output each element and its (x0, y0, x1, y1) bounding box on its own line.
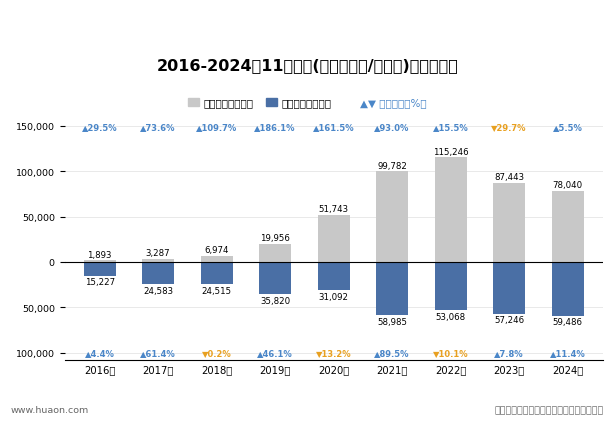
Text: ▲11.4%: ▲11.4% (550, 348, 585, 357)
Bar (435, 158, 467, 262)
Text: ▲15.5%: ▲15.5% (433, 123, 469, 132)
Text: 99,782: 99,782 (377, 161, 407, 170)
Text: ▲7.8%: ▲7.8% (494, 348, 524, 357)
Bar (493, 183, 525, 262)
Text: 1,893: 1,893 (87, 250, 112, 259)
Text: ▲5.5%: ▲5.5% (553, 123, 582, 132)
Text: ▲4.4%: ▲4.4% (85, 348, 114, 357)
Text: ▲89.5%: ▲89.5% (375, 348, 410, 357)
Bar (317, 262, 350, 291)
Text: 数据来源：中国海关、华经产业研究院整理: 数据来源：中国海关、华经产业研究院整理 (494, 405, 604, 414)
Text: ▼29.7%: ▼29.7% (491, 123, 527, 132)
Bar (376, 172, 408, 262)
Bar (142, 262, 174, 285)
Bar (552, 262, 584, 316)
Text: ▼13.2%: ▼13.2% (316, 348, 351, 357)
Text: 3,287: 3,287 (146, 249, 170, 258)
Text: 19,956: 19,956 (260, 233, 290, 242)
Text: ▲109.7%: ▲109.7% (196, 123, 237, 132)
Bar (552, 192, 584, 262)
Bar (200, 262, 232, 285)
Text: ▲186.1%: ▲186.1% (255, 123, 296, 132)
Text: ▲46.1%: ▲46.1% (257, 348, 293, 357)
Text: 24,583: 24,583 (143, 286, 173, 295)
Text: ▼0.2%: ▼0.2% (202, 348, 231, 357)
Bar (259, 244, 292, 262)
Text: www.huaon.com: www.huaon.com (11, 405, 89, 414)
Text: 2016-2024年11月平潭(境内目的地/货源地)进、出口额: 2016-2024年11月平潭(境内目的地/货源地)进、出口额 (157, 58, 458, 72)
Text: 35,820: 35,820 (260, 296, 290, 305)
Bar (84, 261, 116, 262)
Text: 53,068: 53,068 (435, 312, 466, 321)
Text: ▲73.6%: ▲73.6% (140, 123, 176, 132)
Bar (317, 216, 350, 262)
Text: 87,443: 87,443 (494, 173, 524, 181)
Bar (259, 262, 292, 295)
Text: 58,985: 58,985 (377, 317, 407, 326)
Text: 华经情报网: 华经情报网 (11, 15, 46, 28)
Text: 57,246: 57,246 (494, 316, 524, 325)
Text: 78,040: 78,040 (552, 181, 582, 190)
Bar (142, 259, 174, 262)
Text: 115,246: 115,246 (433, 147, 469, 156)
Text: ▲61.4%: ▲61.4% (140, 348, 176, 357)
Text: 专业严谨 ● 客观科学: 专业严谨 ● 客观科学 (538, 17, 604, 26)
Text: 59,486: 59,486 (553, 318, 582, 327)
Bar (84, 262, 116, 276)
Text: ▲93.0%: ▲93.0% (375, 123, 410, 132)
Text: ▼10.1%: ▼10.1% (433, 348, 469, 357)
Bar (376, 262, 408, 316)
Bar (435, 262, 467, 310)
Bar (493, 262, 525, 314)
Text: 15,227: 15,227 (85, 278, 115, 287)
Text: ▲29.5%: ▲29.5% (82, 123, 117, 132)
Bar (200, 256, 232, 262)
Legend: 出口额（万美元）, 进口额（万美元）, ▲▼ 同比增长（%）: 出口额（万美元）, 进口额（万美元）, ▲▼ 同比增长（%） (184, 94, 431, 112)
Text: 31,092: 31,092 (319, 292, 349, 301)
Text: 24,515: 24,515 (202, 286, 232, 295)
Text: 6,974: 6,974 (204, 245, 229, 254)
Text: 51,743: 51,743 (319, 205, 349, 214)
Text: ▲161.5%: ▲161.5% (313, 123, 354, 132)
